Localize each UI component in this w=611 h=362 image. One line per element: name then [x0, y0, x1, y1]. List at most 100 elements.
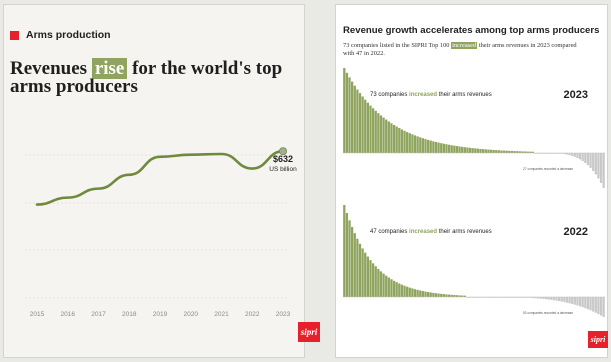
label-highlight: increased	[409, 92, 437, 98]
bar	[487, 297, 490, 298]
bar	[424, 291, 427, 297]
bar	[526, 151, 529, 153]
bar	[526, 297, 529, 298]
bar	[424, 139, 427, 153]
bar	[458, 146, 461, 153]
bar	[434, 141, 438, 153]
bar	[555, 153, 558, 154]
bar	[463, 295, 466, 297]
bar	[351, 227, 354, 297]
bar	[542, 153, 545, 154]
bar	[560, 153, 563, 154]
bar	[440, 293, 443, 297]
headline-end: for the world's top arms producers	[10, 58, 283, 97]
bar	[366, 102, 369, 153]
label-start: 47 companies	[370, 229, 409, 235]
bar	[387, 277, 390, 297]
bar	[416, 289, 419, 297]
bar	[374, 110, 377, 153]
bar	[537, 153, 540, 154]
bar	[592, 153, 595, 171]
red-square-icon	[10, 30, 19, 40]
bar	[597, 297, 600, 315]
x-tick-label: 2018	[122, 311, 137, 318]
bar	[455, 146, 459, 153]
bar	[392, 280, 396, 297]
bar	[500, 297, 503, 298]
end-point-marker	[278, 147, 287, 156]
description-highlight: increased	[451, 42, 478, 49]
bar	[502, 297, 506, 298]
revenue-line	[35, 149, 285, 206]
bar	[345, 213, 349, 297]
bar	[429, 140, 432, 153]
headline-start: Revenues	[10, 58, 92, 79]
bar	[586, 153, 590, 166]
bar	[492, 149, 495, 153]
bar	[531, 151, 535, 153]
bar	[390, 123, 393, 153]
sipri-logo: sipri	[298, 322, 320, 342]
bar	[413, 135, 417, 153]
right-description: 73 companies listed in the SIPRI Top 100…	[343, 42, 578, 58]
bar	[547, 153, 550, 154]
bar	[361, 248, 364, 297]
bar	[450, 145, 453, 153]
bar	[487, 149, 490, 153]
bar	[563, 297, 566, 303]
bar	[442, 143, 445, 153]
bar	[516, 297, 519, 298]
bar	[571, 153, 574, 156]
bar	[463, 147, 466, 153]
bar	[508, 150, 511, 153]
label-end: their arms revenues	[437, 229, 492, 235]
bar	[573, 153, 576, 157]
bar	[568, 153, 571, 156]
bar	[510, 297, 514, 298]
page-title: Revenues rise for the world's top arms p…	[10, 58, 295, 97]
bar	[421, 138, 425, 153]
bar	[578, 153, 582, 160]
bar	[495, 150, 498, 153]
bar	[437, 293, 440, 297]
x-tick-label: 2016	[61, 311, 76, 318]
bar	[495, 297, 498, 298]
bar	[429, 292, 432, 297]
x-tick-label: 2019	[153, 311, 168, 318]
bar	[492, 297, 495, 298]
bar	[550, 153, 553, 154]
bar	[594, 153, 597, 175]
bar	[573, 297, 576, 305]
bar	[377, 268, 380, 297]
bar	[403, 285, 406, 297]
bar	[552, 153, 556, 154]
bar	[482, 149, 485, 153]
bar	[578, 297, 582, 307]
bar	[426, 292, 430, 297]
bar	[576, 297, 579, 306]
bar	[476, 148, 480, 153]
bar	[489, 149, 493, 153]
bar	[426, 139, 430, 153]
bar	[508, 297, 511, 298]
bar	[479, 148, 482, 153]
x-tick-label: 2017	[91, 311, 106, 318]
bar	[523, 151, 527, 153]
bar	[518, 151, 521, 153]
bar	[466, 297, 469, 298]
bar	[408, 133, 411, 153]
headline-highlight: rise	[91, 58, 128, 79]
bar	[597, 153, 600, 179]
bar	[557, 153, 561, 154]
bar	[434, 293, 438, 297]
bar	[411, 288, 414, 297]
bar	[385, 119, 388, 153]
bar	[455, 295, 459, 297]
bar	[476, 297, 480, 298]
bar	[513, 151, 516, 153]
bar	[584, 153, 587, 163]
bar	[516, 151, 519, 153]
bar	[479, 297, 482, 298]
bar	[539, 153, 542, 154]
